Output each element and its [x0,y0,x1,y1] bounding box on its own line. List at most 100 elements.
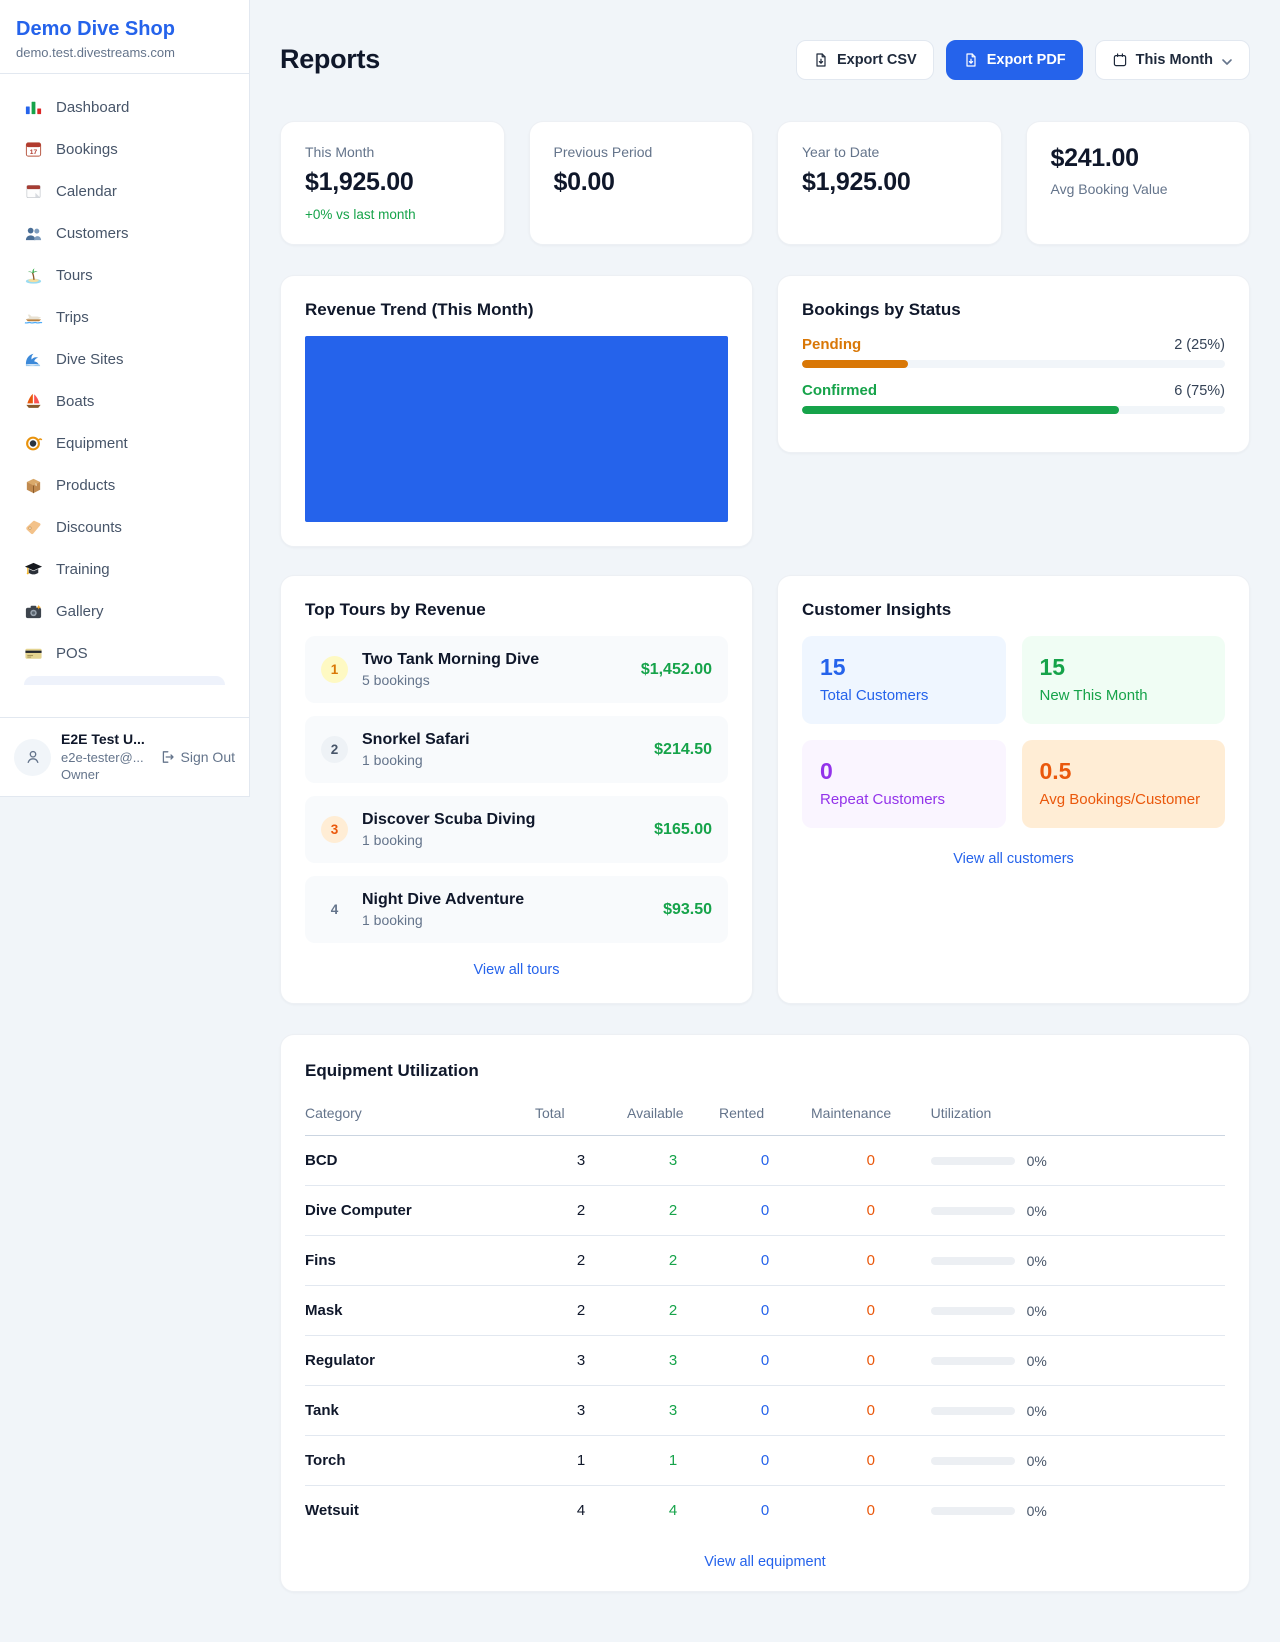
package-icon [24,476,43,495]
calendar-outline-icon [1112,52,1128,68]
column-header-maintenance: Maintenance [811,1097,931,1137]
status-bar [802,406,1225,415]
stat-value: $1,925.00 [802,168,911,197]
insight-value: 0 [820,758,833,785]
period-dropdown[interactable]: This Month [1094,39,1250,80]
insights-row: Top Tours by Revenue 1 Two Tank Morning … [280,575,1250,1005]
tour-revenue: $165.00 [654,820,712,838]
top-tours-title: Top Tours by Revenue [305,600,486,620]
island-icon [24,266,43,285]
tour-name: Night Dive Adventure [362,891,525,909]
sidebar-item-bookings[interactable]: 17 Bookings [12,130,237,169]
stat-value: $241.00 [1050,144,1140,173]
tag-icon [24,518,43,537]
utilization-bar [930,1506,1015,1515]
column-header-category: Category [305,1097,535,1137]
sidebar-item-products[interactable]: Products [12,466,237,505]
sidebar-active-item-partial[interactable] [24,676,225,685]
sailboat-icon [24,392,43,411]
sign-out-button[interactable]: Sign Out [159,749,235,765]
utilization-bar [930,1356,1015,1365]
equipment-utilization-card: Equipment Utilization Category Total Ava… [280,1034,1250,1593]
tour-row: 1 Two Tank Morning Dive 5 bookings $1,45… [305,636,728,704]
status-count: 2 (25%) [1174,337,1225,354]
sidebar-item-trips[interactable]: Trips [12,298,237,337]
equipment-table: Category Total Available Rented Maintena… [305,1097,1225,1535]
stat-label: Year to Date [802,144,880,161]
sidebar-item-equipment[interactable]: Equipment [12,424,237,463]
table-row: Wetsuit 4 4 0 0 0% [305,1502,1047,1520]
status-count: 6 (75%) [1174,383,1225,400]
tour-revenue: $1,452.00 [640,660,712,678]
equipment-utilization-title: Equipment Utilization [305,1061,479,1081]
stat-label: Previous Period [553,144,653,161]
sidebar-item-calendar[interactable]: Calendar [12,172,237,211]
tour-row: 2 Snorkel Safari 1 booking $214.50 [305,716,728,784]
tour-revenue: $214.50 [654,740,712,758]
stat-value: $0.00 [553,168,615,197]
table-row: BCD 3 3 0 0 0% [305,1135,1225,1187]
user-panel: E2E Test U... e2e-tester@... Owner Sign … [0,717,249,796]
export-csv-button[interactable]: Export CSV [795,39,934,80]
stat-label: This Month [305,144,375,161]
sidebar-item-dive-sites[interactable]: Dive Sites [12,340,237,379]
customer-insights-title: Customer Insights [802,600,952,620]
file-download-icon [813,52,829,68]
status-row-confirmed: Confirmed 6 (75%) [802,382,1225,415]
stat-card-avg-booking-value: $241.00 Avg Booking Value [1025,121,1250,246]
table-header-row: Category Total Available Rented Maintena… [305,1097,1225,1137]
view-all-tours-link[interactable]: View all tours [305,961,728,979]
sidebar-item-training[interactable]: Training [12,550,237,589]
column-header-rented: Rented [719,1097,811,1137]
stat-card-year-to-date: Year to Date $1,925.00 [777,121,1002,246]
brand: Demo Dive Shop demo.test.divestreams.com [0,0,249,74]
insight-label: Avg Bookings/Customer [1039,791,1201,809]
user-name: E2E Test U... [61,731,145,748]
sidebar-item-customers[interactable]: Customers [12,214,237,253]
rank-badge: 3 [321,816,348,844]
utilization-bar [930,1456,1015,1465]
revenue-trend-title: Revenue Trend (This Month) [305,300,534,320]
insight-label: Repeat Customers [820,791,946,809]
insight-label: Total Customers [820,687,929,705]
export-pdf-button[interactable]: Export PDF [945,39,1083,80]
insight-tile-avg-bookings: 0.5 Avg Bookings/Customer [1021,740,1225,829]
view-all-customers-link[interactable]: View all customers [802,850,1225,868]
user-email: e2e-tester@... [61,749,144,765]
file-download-icon [963,52,979,68]
table-row: Tank 3 3 0 0 0% [305,1385,1225,1437]
utilization-bar [930,1256,1015,1265]
insight-tile-total-customers: 15 Total Customers [802,636,1006,725]
dive-mask-icon [24,434,43,453]
page-title: Reports [280,44,380,75]
logout-icon [159,749,175,765]
revenue-trend-chart [305,336,728,523]
dashboard-icon [24,98,43,117]
bookings-by-status-title: Bookings by Status [802,300,961,320]
table-row: Torch 1 1 0 0 0% [305,1435,1225,1487]
column-header-total: Total [535,1097,627,1137]
chevron-down-icon [1221,54,1233,66]
utilization-bar [930,1306,1015,1315]
column-header-available: Available [627,1097,719,1137]
sidebar: Demo Dive Shop demo.test.divestreams.com… [0,0,250,797]
column-header-utilization: Utilization [930,1097,1225,1137]
utilization-bar [930,1206,1015,1215]
tour-revenue: $93.50 [663,900,712,918]
sidebar-item-pos[interactable]: POS [12,634,237,673]
sidebar-item-boats[interactable]: Boats [12,382,237,421]
insight-value: 15 [1039,654,1066,681]
sidebar-item-discounts[interactable]: Discounts [12,508,237,547]
insight-grid: 15 Total Customers 15 New This Month 0 R… [802,636,1225,829]
credit-card-icon [24,644,43,663]
rank-badge: 1 [321,656,348,684]
status-label: Pending [802,336,862,354]
tour-bookings: 1 booking [362,832,423,849]
tour-row: 3 Discover Scuba Diving 1 booking $165.0… [305,796,728,864]
sidebar-item-tours[interactable]: Tours [12,256,237,295]
sidebar-item-gallery[interactable]: Gallery [12,592,237,631]
sidebar-item-dashboard[interactable]: Dashboard [12,88,237,127]
tour-name: Discover Scuba Diving [362,811,536,829]
view-all-equipment-link[interactable]: View all equipment [305,1553,1225,1571]
utilization-bar [930,1406,1015,1415]
